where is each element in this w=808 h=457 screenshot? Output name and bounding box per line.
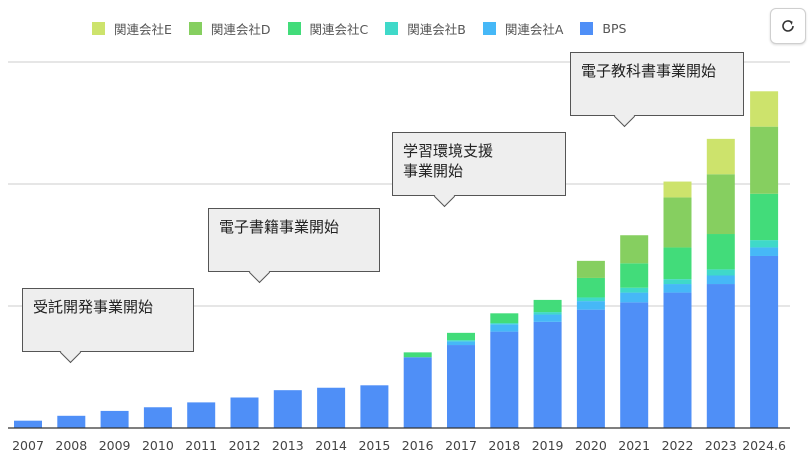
annotation-text: 電子書籍事業開始 — [219, 218, 340, 236]
bar-segment — [533, 312, 562, 315]
bar-segment — [490, 313, 519, 324]
bar-segment — [447, 340, 475, 342]
bar-segment — [663, 197, 692, 248]
bar-segment — [750, 91, 779, 127]
legend-swatch — [92, 22, 105, 35]
x-tick-label: 2020 — [575, 438, 607, 453]
bar-segment — [14, 420, 42, 428]
x-tick-label: 2018 — [488, 438, 520, 453]
bar-segment — [576, 260, 605, 278]
reload-button[interactable] — [770, 8, 806, 44]
legend-swatch — [385, 22, 399, 35]
bar-segment — [230, 397, 259, 428]
bar-segment — [620, 302, 649, 428]
bar-segment — [750, 247, 779, 256]
bar-segment — [706, 174, 735, 235]
bar-segment — [533, 299, 562, 313]
annotation-callout: 受託開発事業開始 — [22, 288, 194, 364]
bar-segment — [706, 275, 735, 285]
legend-swatch — [580, 22, 594, 35]
bar-segment — [620, 235, 649, 264]
bar-segment — [663, 181, 692, 198]
bar-segment — [533, 314, 562, 322]
x-tick-label: 2015 — [358, 438, 390, 453]
bar-segment — [620, 287, 649, 293]
bar-segment — [576, 277, 605, 298]
legend-item[interactable]: 関連会社B — [385, 19, 466, 38]
x-tick-label: 2010 — [142, 438, 174, 453]
bar-segment — [706, 234, 735, 270]
bar-segment — [620, 292, 649, 303]
bar-segment — [706, 269, 735, 276]
bar-segment — [663, 279, 692, 285]
x-tick-label: 2009 — [99, 438, 131, 453]
x-tick-label: 2011 — [185, 438, 217, 453]
legend-label: 関連会社E — [114, 22, 172, 37]
bar-segment — [187, 402, 216, 428]
bar-segment — [750, 126, 779, 194]
legend-swatch — [287, 22, 301, 35]
annotation-text: 受託開発事業開始 — [33, 298, 154, 316]
bar-segment — [576, 309, 605, 428]
legend-label: 関連会社C — [309, 22, 369, 37]
bar-segment — [143, 407, 172, 428]
legend-label: BPS — [602, 21, 627, 36]
bar-segment — [576, 301, 605, 310]
bar-segment — [750, 240, 779, 248]
bar-segment — [57, 415, 86, 428]
chart-legend: 関連会社E 関連会社D 関連会社C 関連会社B 関連会社A BPS — [92, 19, 643, 38]
bar-segment — [663, 247, 692, 280]
bar-segment — [317, 387, 346, 428]
bar-segment — [100, 410, 129, 428]
bar-segment — [533, 321, 562, 428]
bar-segment — [750, 193, 779, 241]
x-tick-label: 2017 — [445, 438, 477, 453]
bar-segment — [403, 357, 432, 428]
legend-item[interactable]: 関連会社C — [287, 19, 369, 38]
legend-swatch — [482, 22, 496, 35]
bar-segment — [447, 345, 475, 428]
bar-segment — [750, 255, 779, 428]
annotation-callout: 電子教科書事業開始 — [570, 52, 744, 128]
bar-segment — [620, 263, 649, 288]
bar-segment — [447, 332, 475, 341]
x-tick-label: 2007 — [12, 438, 44, 453]
annotation-callout: 電子書籍事業開始 — [208, 208, 380, 284]
bar-segment — [576, 297, 605, 302]
x-tick-label: 2022 — [662, 438, 694, 453]
bar-segment — [360, 385, 389, 428]
legend-item[interactable]: 関連会社D — [188, 19, 271, 38]
legend-label: 関連会社D — [210, 22, 271, 37]
x-tick-label: 2012 — [229, 438, 261, 453]
bar-segment — [490, 331, 519, 428]
bar-segment — [706, 284, 735, 428]
bar-segment — [403, 352, 432, 358]
legend-item[interactable]: BPS — [580, 19, 626, 38]
bar-segment — [490, 324, 519, 332]
bar-segment — [273, 390, 302, 428]
annotation-callout: 学習環境支援 事業開始 — [392, 132, 566, 208]
bar-segment — [447, 341, 475, 346]
legend-item[interactable]: 関連会社E — [92, 19, 172, 38]
legend-label: 関連会社B — [407, 22, 466, 37]
bar-segment — [663, 292, 692, 428]
bar-segment — [490, 323, 519, 325]
x-tick-label: 2016 — [402, 438, 434, 453]
x-tick-label: 2023 — [705, 438, 737, 453]
bar-segment — [663, 284, 692, 293]
legend-swatch — [188, 22, 202, 35]
reload-icon — [782, 20, 794, 32]
x-tick-label: 2013 — [272, 438, 304, 453]
x-tick-label: 2019 — [532, 438, 564, 453]
bar-segment — [706, 138, 735, 175]
x-tick-label: 2014 — [315, 438, 347, 453]
legend-label: 関連会社A — [504, 22, 564, 37]
annotation-text: 学習環境支援 事業開始 — [403, 142, 494, 180]
x-tick-label: 2008 — [55, 438, 87, 453]
annotation-text: 電子教科書事業開始 — [581, 62, 717, 80]
x-tick-label: 2021 — [618, 438, 650, 453]
x-tick-label: 2024.6 — [742, 438, 786, 453]
legend-item[interactable]: 関連会社A — [482, 19, 564, 38]
